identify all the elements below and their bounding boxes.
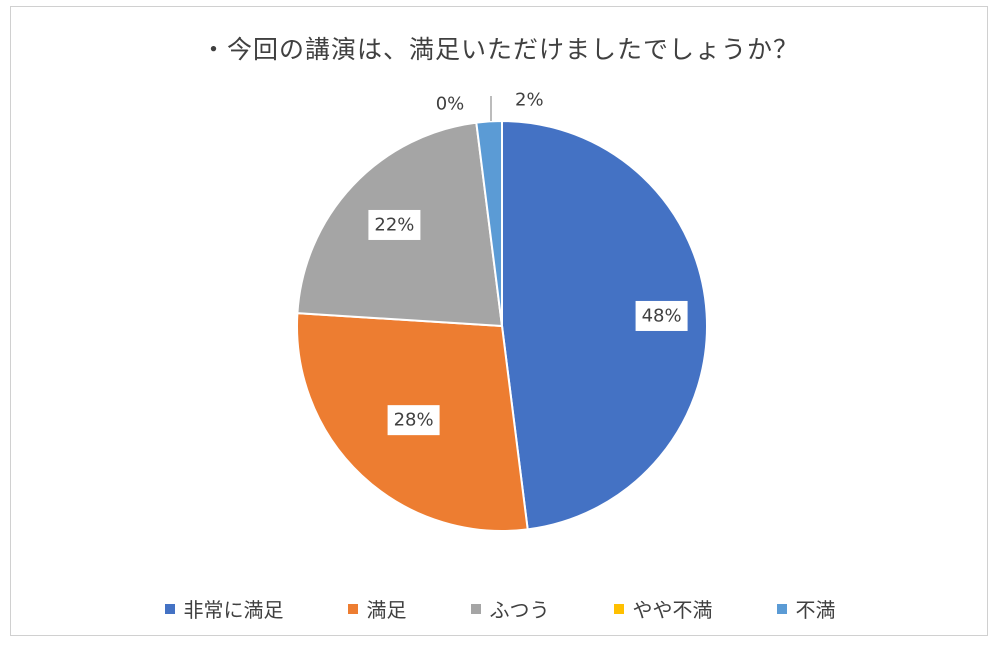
legend-label-4: やや不満: [632, 598, 713, 622]
chart-title: ・今回の講演は、満足いただけましたでしょうか？: [200, 35, 799, 64]
pie-slice-5: [475, 119, 503, 327]
data-label-box-3: [368, 209, 421, 240]
legend-item-1: 非常に満足: [164, 594, 284, 623]
legend-swatch-1: [164, 603, 175, 614]
data-label-text-1: 48%: [642, 305, 682, 326]
data-label-3: 22%: [368, 209, 421, 240]
legend-label-2: 満足: [366, 598, 407, 622]
legend-label-1: 非常に満足: [183, 598, 284, 622]
data-label-text-2: 28%: [394, 410, 434, 431]
data-label-text-3: 22%: [374, 214, 414, 235]
data-label-box-2: [387, 405, 440, 436]
legend-item-3: ふつう: [470, 594, 550, 623]
data-label-box-1: [635, 300, 688, 331]
legend-label-3: ふつう: [489, 598, 550, 622]
legend-item-4: やや不満: [613, 594, 713, 623]
data-label-text-4: 0%: [436, 94, 465, 115]
legend-swatch-5: [776, 603, 787, 614]
data-label-4: 0%: [436, 94, 465, 115]
legend-swatch-2: [347, 603, 358, 614]
legend-swatch-4: [613, 603, 624, 614]
legend-swatch-3: [470, 603, 481, 614]
data-label-1: 48%: [635, 300, 688, 331]
legend-item-2: 満足: [347, 594, 407, 623]
legend-label-5: 不満: [795, 598, 836, 622]
data-label-5: 2%: [515, 90, 544, 111]
legend-item-5: 不満: [776, 594, 836, 623]
data-label-2: 28%: [387, 405, 440, 436]
chart-legend: 非常に満足 満足 ふつう やや不満 不満: [0, 594, 1000, 623]
pie-slice-1: [501, 119, 708, 531]
data-label-text-5: 2%: [515, 90, 544, 111]
